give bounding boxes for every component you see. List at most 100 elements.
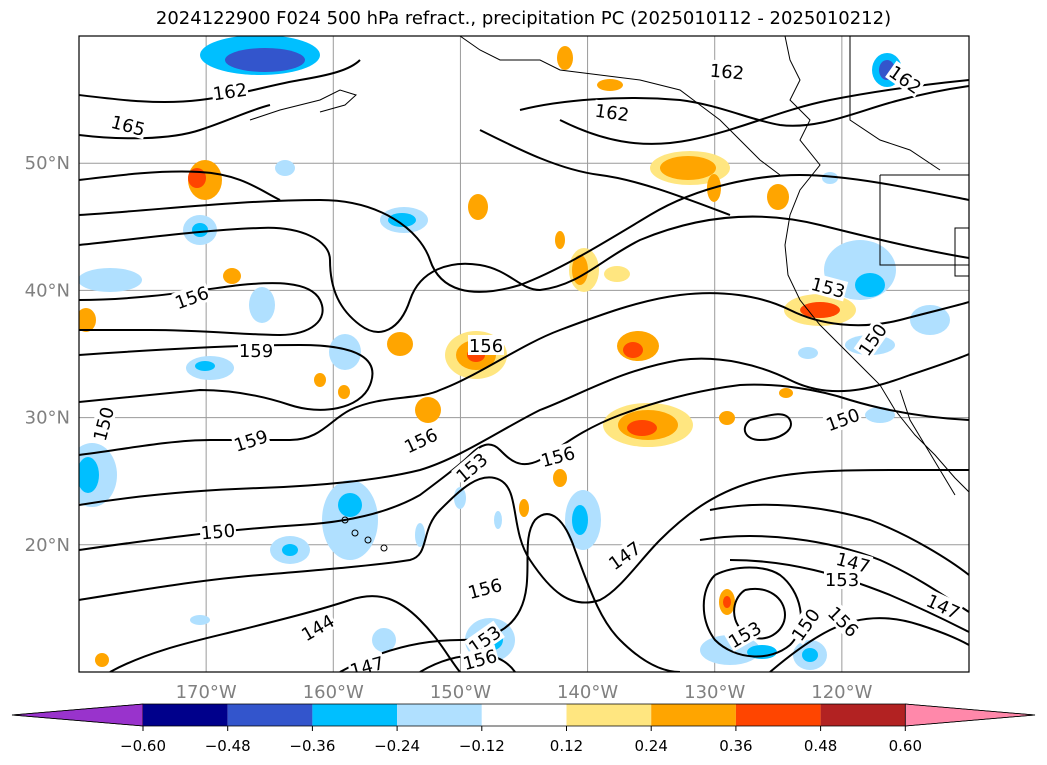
precip-region (95, 653, 109, 667)
colorbar-tick-label: −0.36 (289, 737, 335, 755)
contour-line (702, 566, 802, 658)
precip-region (798, 347, 818, 359)
contour-line (79, 173, 969, 293)
coast-path (899, 389, 956, 496)
precip-region (802, 648, 818, 662)
precip-region (604, 266, 630, 282)
contour-label: 150 (823, 405, 862, 436)
precip-region (314, 373, 326, 387)
contour-line (769, 617, 969, 672)
precip-region (719, 411, 735, 425)
contour-line (79, 383, 969, 551)
colorbar-segment (143, 704, 228, 726)
colorbar-segment (312, 704, 398, 726)
lon-tick-label: 140°W (557, 682, 618, 703)
contour-line (339, 513, 681, 672)
coast-path (849, 36, 941, 171)
colorbar-tick-label: −0.24 (374, 737, 420, 755)
precip-region (387, 332, 413, 356)
precip-region (249, 287, 275, 323)
precip-region (723, 596, 731, 608)
contour-label: 144 (298, 611, 338, 646)
colorbar-segment (735, 704, 821, 726)
coastline (249, 36, 969, 552)
contour-label: 162 (709, 61, 745, 85)
island (380, 544, 388, 552)
precip-region (555, 231, 565, 249)
colorbar-tick-label: −0.48 (205, 737, 251, 755)
lat-tick-label: 40°N (25, 280, 70, 301)
contour-label: 156 (466, 575, 505, 604)
lat-tick-label: 20°N (25, 535, 70, 556)
precip-region (79, 268, 142, 292)
colorbar-tick-label: 0.60 (889, 737, 922, 755)
precip-region (282, 544, 298, 556)
precip-region (779, 388, 793, 398)
lon-tick-label: 120°W (811, 682, 872, 703)
colorbar-tick-label: 0.48 (804, 737, 837, 755)
precip-region (338, 385, 350, 399)
coast-path (784, 36, 969, 493)
precip-region (627, 420, 657, 436)
colorbar-segment (820, 704, 906, 726)
colorbar-segment (651, 704, 736, 726)
contour-label: 165 (109, 112, 148, 141)
colorbar-tick-label: 0.12 (550, 737, 583, 755)
precip-region (572, 255, 588, 285)
precip-region (415, 397, 441, 423)
precip-region (195, 361, 215, 371)
precip-region (519, 499, 529, 517)
precip-region (79, 457, 99, 493)
contour-label: 147 (605, 538, 645, 575)
contour-line (79, 104, 271, 140)
precip-region (822, 172, 838, 184)
contour-label: 147 (348, 653, 387, 682)
colorbar-tick-label: 0.36 (719, 737, 752, 755)
precip-region (223, 268, 241, 284)
precip-region (865, 407, 895, 423)
contour-label: 156 (469, 336, 503, 357)
precip-region (190, 615, 210, 625)
precip-region (767, 184, 789, 210)
precip-region (494, 511, 502, 529)
contour-line (519, 85, 969, 127)
contour-line (743, 413, 792, 442)
precip-region (454, 487, 466, 509)
contour-label: 162 (593, 101, 630, 127)
chart-title: 2024122900 F024 500 hPa refract., precip… (155, 8, 892, 29)
contour-label: 156 (823, 603, 862, 642)
lat-tick-label: 50°N (25, 153, 70, 174)
precip-region (388, 213, 416, 227)
precip-region (338, 493, 362, 517)
precip-region (623, 342, 643, 358)
colorbar-segment (397, 704, 482, 726)
contour-label: 150 (200, 521, 236, 545)
lon-tick-label: 160°W (303, 682, 364, 703)
contour-label: 156 (461, 646, 500, 675)
colorbar-segment (481, 704, 567, 726)
coast-path (249, 89, 357, 121)
colorbar-tick-label: −0.12 (459, 737, 505, 755)
precip-region (572, 505, 588, 535)
colorbar: −0.60 −0.48 −0.36 −0.24 −0.12 0.12 0.24 0.36 0.4… (11, 703, 1036, 755)
precip-region (192, 223, 208, 237)
precip-region (275, 160, 295, 176)
precip-region (329, 334, 361, 370)
lon-tick-label: 170°W (176, 682, 237, 703)
contour-label: 159 (239, 341, 273, 362)
precip-region (372, 628, 396, 652)
precip-region (415, 523, 425, 547)
precip-region (660, 156, 716, 180)
lon-tick-label: 130°W (684, 682, 745, 703)
colorbar-tick-label: −0.60 (120, 737, 166, 755)
precip-region (79, 308, 96, 332)
contour-label: 150 (90, 405, 119, 444)
contour-line (79, 170, 281, 201)
precip-region (597, 79, 623, 91)
lon-tick-label: 150°W (430, 682, 491, 703)
colorbar-segment (566, 704, 652, 726)
contour-line (559, 79, 969, 145)
island (364, 536, 372, 544)
precip-region (800, 302, 840, 318)
